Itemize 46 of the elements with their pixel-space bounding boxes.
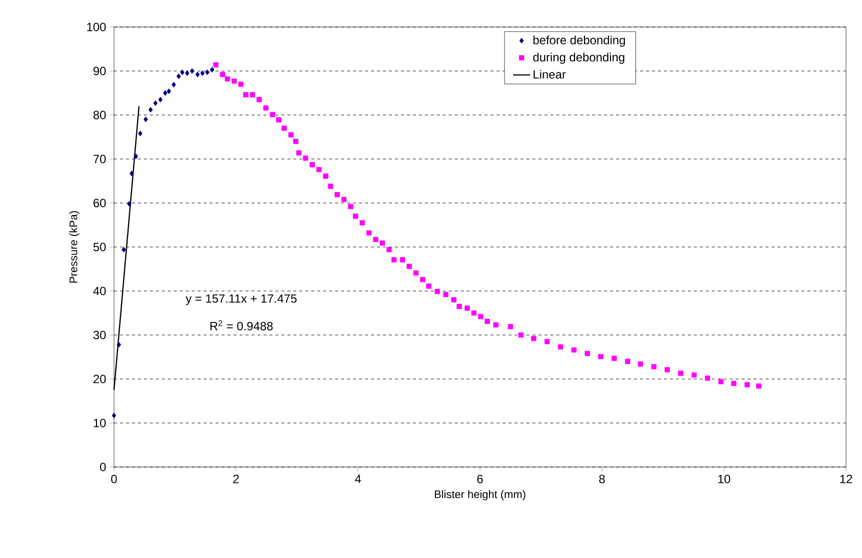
x-tick-label: 12 bbox=[840, 474, 852, 484]
x-tick-label: 4 bbox=[354, 474, 361, 483]
point bbox=[138, 130, 142, 136]
point bbox=[180, 70, 184, 76]
y-tick-label: 30 bbox=[93, 330, 106, 340]
y-tick-label: 50 bbox=[93, 242, 106, 252]
point bbox=[122, 246, 126, 252]
point bbox=[166, 88, 172, 94]
y-tick-label: 10 bbox=[94, 418, 106, 428]
point bbox=[190, 68, 194, 74]
y-tick-label: 80 bbox=[93, 110, 106, 120]
y-tick-label: 100 bbox=[87, 22, 106, 32]
y-tick-label: 90 bbox=[93, 66, 106, 76]
legend-label: during debonding bbox=[533, 52, 624, 64]
legend-label: before debonding bbox=[533, 36, 625, 47]
point bbox=[172, 82, 176, 88]
annotation: y = 157.11x + 17.475 bbox=[186, 294, 297, 306]
point bbox=[163, 90, 168, 96]
x-tick-label: 10 bbox=[718, 474, 730, 484]
point bbox=[210, 66, 214, 72]
x-tick-label: 6 bbox=[477, 474, 483, 484]
point bbox=[205, 70, 210, 76]
x-axis-title: Blister height (mm) bbox=[434, 490, 526, 500]
point bbox=[134, 154, 138, 160]
y-tick-label: 60 bbox=[94, 198, 106, 208]
point bbox=[127, 201, 132, 207]
point bbox=[112, 412, 116, 418]
annotation: R$^{2}$ = 0.9488 bbox=[210, 320, 273, 330]
y-tick-label: 0 bbox=[100, 462, 106, 472]
legend-label: Linear bbox=[534, 70, 566, 79]
point bbox=[200, 70, 205, 76]
y-axis-title: Pressure (kPa) bbox=[69, 211, 80, 283]
x-tick-label: 8 bbox=[599, 474, 605, 484]
y-tick-label: 40 bbox=[93, 286, 106, 296]
point bbox=[158, 96, 163, 102]
point bbox=[116, 342, 122, 348]
y-tick-label: 20 bbox=[94, 374, 106, 384]
point bbox=[148, 106, 153, 113]
point bbox=[153, 100, 158, 106]
point bbox=[130, 170, 134, 176]
point bbox=[195, 72, 200, 78]
point bbox=[144, 116, 148, 122]
y-tick-label: 70 bbox=[94, 154, 106, 164]
point bbox=[185, 70, 190, 76]
x-tick-label: 0 bbox=[111, 474, 117, 484]
x-tick-label: 2 bbox=[233, 474, 239, 484]
